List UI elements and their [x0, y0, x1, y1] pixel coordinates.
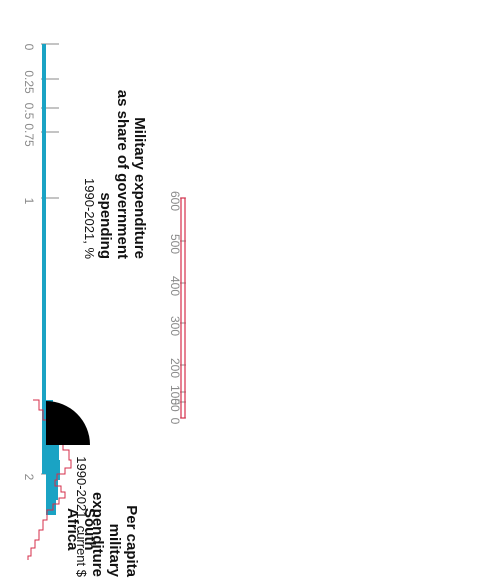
per-capita-tick-label-7: 600 — [168, 191, 182, 211]
per-capita-subtitle: 1990-2021, current $ — [74, 456, 89, 577]
per-capita-tick-label-1: 50 — [168, 398, 182, 412]
military-share-tick-label-3: 0.75 — [22, 123, 36, 147]
military-share-tick-label-4: 1 — [22, 198, 36, 205]
military-share-title: Military expenditure as share of governm… — [82, 90, 148, 260]
per-capita-bar — [180, 197, 186, 419]
military-share-title-line-3: spending — [97, 192, 114, 259]
per-capita-tick-label-4: 300 — [168, 316, 182, 336]
military-share-tick-label-2: 0.5 — [22, 103, 36, 120]
per-capita-tick-label-3: 200 — [168, 358, 182, 378]
mini-semicircle — [46, 401, 90, 445]
military-share-subtitle: 1990-2021, % — [82, 178, 97, 259]
military-share-panel: 0 0.25 0.5 0.75 1 2 Military expenditure as s… — [22, 43, 148, 481]
military-share-title-line-2: as share of government — [114, 90, 131, 259]
military-share-tick-label-1: 0.25 — [22, 70, 36, 94]
per-capita-title-line-2: military — [106, 524, 123, 578]
country-glyph: South Africa — [27, 399, 98, 560]
military-share-tick-label-0: 0 — [22, 44, 36, 51]
country-label-line-1: South — [81, 508, 98, 551]
per-capita-title: Per capita military expenditure 1990-202… — [74, 456, 140, 577]
per-capita-tick-label-0: 0 — [168, 418, 182, 425]
per-capita-tick-label-6: 500 — [168, 234, 182, 254]
country-label-line-2: Africa — [64, 508, 81, 551]
per-capita-tick-label-2: 100 — [168, 385, 182, 405]
military-share-title-line-1: Military expenditure — [131, 117, 148, 259]
per-capita-tick-label-5: 400 — [168, 276, 182, 296]
military-share-bar — [42, 44, 46, 474]
per-capita-title-line-3: expenditure — [89, 492, 106, 577]
chart-rotated-group: 0 0.25 0.5 0.75 1 2 Military expenditure as s… — [22, 43, 186, 578]
military-share-tick-label-5: 2 — [22, 474, 36, 481]
per-capita-title-line-1: Per capita — [123, 505, 140, 577]
